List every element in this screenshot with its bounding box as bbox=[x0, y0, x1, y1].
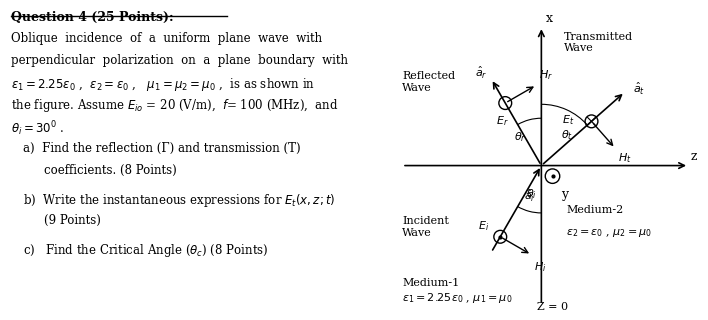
Text: $E_r$: $E_r$ bbox=[496, 114, 509, 128]
Text: Transmitted
Wave: Transmitted Wave bbox=[564, 32, 633, 53]
Text: $\hat{a}_i$: $\hat{a}_i$ bbox=[525, 188, 535, 204]
Text: $\varepsilon_1 = 2.25\varepsilon_0$ , $\mu_1 = \mu_0$: $\varepsilon_1 = 2.25\varepsilon_0$ , $\… bbox=[402, 291, 513, 305]
Text: $\varepsilon_2 = \varepsilon_0$ , $\mu_2 = \mu_0$: $\varepsilon_2 = \varepsilon_0$ , $\mu_2… bbox=[566, 227, 653, 239]
Text: Medium-1: Medium-1 bbox=[402, 278, 459, 288]
Text: $H_t$: $H_t$ bbox=[618, 151, 632, 165]
Text: Oblique  incidence  of  a  uniform  plane  wave  with: Oblique incidence of a uniform plane wav… bbox=[11, 32, 322, 45]
Text: $H_i$: $H_i$ bbox=[535, 260, 547, 274]
Text: Medium-2: Medium-2 bbox=[566, 204, 624, 215]
Text: $\varepsilon_1 = 2.25\varepsilon_0$ ,  $\varepsilon_2 = \varepsilon_0$ ,   $\mu_: $\varepsilon_1 = 2.25\varepsilon_0$ , $\… bbox=[11, 76, 315, 92]
Text: Incident
Wave: Incident Wave bbox=[402, 216, 449, 238]
Text: z: z bbox=[690, 150, 697, 163]
Text: coefficients. (8 Points): coefficients. (8 Points) bbox=[44, 164, 176, 177]
Text: (9 Points): (9 Points) bbox=[44, 214, 101, 227]
Text: $E_t$: $E_t$ bbox=[562, 113, 575, 127]
Text: b)  Write the instantaneous expressions for $E_t(x, z; t)$: b) Write the instantaneous expressions f… bbox=[23, 192, 336, 209]
Text: x: x bbox=[546, 12, 552, 25]
Text: $H_r$: $H_r$ bbox=[539, 68, 554, 82]
Text: $E_i$: $E_i$ bbox=[478, 219, 489, 233]
Text: perpendicular  polarization  on  a  plane  boundary  with: perpendicular polarization on a plane bo… bbox=[11, 54, 348, 67]
Text: a)  Find the reflection (Γ) and transmission (T): a) Find the reflection (Γ) and transmiss… bbox=[23, 142, 300, 156]
Text: Z = 0: Z = 0 bbox=[537, 302, 568, 312]
Text: $\theta_t$: $\theta_t$ bbox=[561, 128, 573, 141]
Text: Question 4 (25 Points):: Question 4 (25 Points): bbox=[11, 11, 174, 24]
Text: $\hat{a}_r$: $\hat{a}_r$ bbox=[474, 65, 487, 81]
Text: $\theta_i$: $\theta_i$ bbox=[526, 188, 537, 201]
Text: $\theta_r$: $\theta_r$ bbox=[513, 131, 526, 144]
Text: $\hat{a}_t$: $\hat{a}_t$ bbox=[633, 81, 646, 97]
Text: the figure. Assume $E_{io}$ = 20 (V/m),  $f$= 100 (MHz),  and: the figure. Assume $E_{io}$ = 20 (V/m), … bbox=[11, 97, 339, 114]
Text: y: y bbox=[561, 188, 569, 201]
Text: c)   Find the Critical Angle ($\theta_c$) (8 Points): c) Find the Critical Angle ($\theta_c$) … bbox=[23, 242, 268, 259]
Text: $\theta_i = 30^0$ .: $\theta_i = 30^0$ . bbox=[11, 119, 64, 138]
Text: Reflected
Wave: Reflected Wave bbox=[402, 71, 455, 93]
